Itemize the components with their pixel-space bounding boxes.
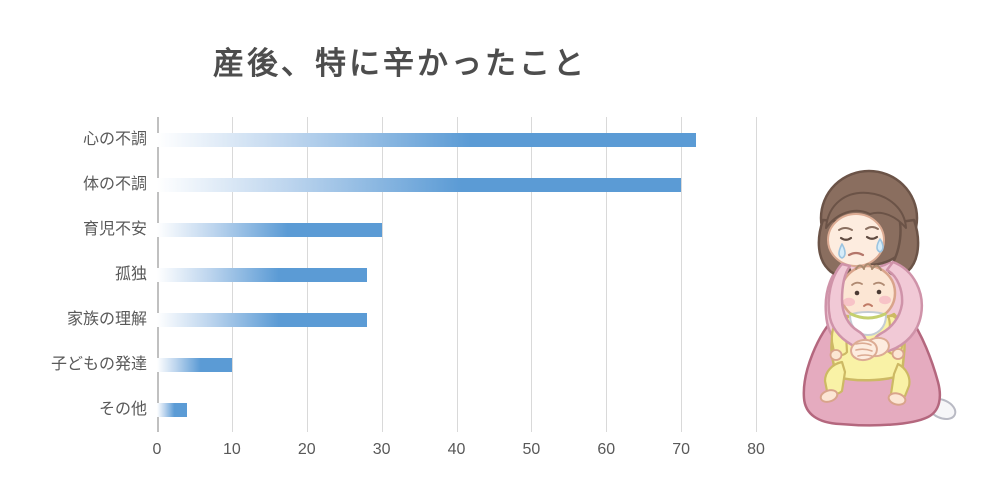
x-tick-label-30: 30 — [372, 441, 391, 458]
category-label-5: 子どもの発達 — [50, 356, 147, 373]
plot-area — [157, 117, 757, 432]
baby-left-eye — [854, 290, 860, 296]
baby-left-foot — [819, 389, 839, 403]
x-tick-label-10: 10 — [222, 441, 241, 458]
x-axis: 0 10 20 30 40 50 60 70 80 — [153, 441, 765, 467]
gridline-40 — [456, 117, 458, 432]
baby-right-cheek — [879, 295, 891, 305]
mother-hand-finger-lines — [855, 342, 873, 357]
category-label-6: その他 — [98, 401, 147, 418]
gridline-60 — [606, 117, 608, 432]
x-tick-label-60: 60 — [597, 441, 616, 458]
crying-mother-holding-baby-illustration — [802, 169, 957, 427]
gridline-50 — [531, 117, 533, 432]
category-label-2: 育児不安 — [82, 221, 147, 238]
mother-right-eyebrow — [865, 226, 879, 230]
mother-fringe — [825, 191, 907, 229]
baby-bib-trim — [849, 312, 887, 320]
mother-left-eyebrow — [838, 227, 853, 231]
category-label-3: 孤独 — [114, 266, 147, 283]
bar-6 — [157, 402, 187, 417]
baby-right-foot — [887, 392, 907, 406]
mother-right-tear — [876, 238, 884, 253]
bar-3 — [157, 267, 367, 282]
gridline-30 — [381, 117, 383, 432]
baby-right-eye — [876, 289, 882, 295]
x-tick-label-70: 70 — [672, 441, 691, 458]
x-tick-label-50: 50 — [522, 441, 541, 458]
mother-right-eye-closed — [865, 235, 879, 240]
mother-left-tear — [838, 243, 846, 259]
baby-left-cheek — [843, 297, 855, 307]
baby-left-eyebrow — [851, 281, 863, 286]
x-tick-label-80: 80 — [747, 441, 765, 458]
mother-face — [827, 213, 885, 267]
baby-left-fist — [829, 349, 843, 361]
x-tick-label-40: 40 — [447, 441, 466, 458]
category-label-4: 家族の理解 — [66, 311, 147, 328]
mother-left-sleeve — [827, 262, 868, 351]
baby-sad-mouth — [863, 303, 873, 307]
bar-2 — [157, 222, 382, 237]
category-label-0: 心の不調 — [82, 131, 147, 148]
category-label-1: 体の不調 — [82, 176, 147, 193]
baby-right-fist — [891, 348, 905, 360]
bar-5 — [157, 357, 232, 372]
chart-title: 産後、特に辛かったこと — [213, 46, 587, 81]
x-tick-label-20: 20 — [297, 441, 316, 458]
mother-sad-mouth — [847, 251, 865, 257]
bar-4 — [157, 312, 367, 327]
mother-left-eye-closed — [839, 236, 853, 241]
x-tick-label-0: 0 — [152, 441, 162, 458]
bar-1 — [157, 177, 682, 192]
baby-right-eyebrow — [873, 281, 885, 286]
bar-0 — [157, 132, 697, 147]
gridline-80 — [756, 117, 757, 432]
category-axis: 心の不調体の不調育児不安孤独家族の理解子どもの発達その他 — [0, 117, 147, 432]
baby-hair-wisps — [855, 263, 882, 271]
gridline-70 — [681, 117, 683, 432]
